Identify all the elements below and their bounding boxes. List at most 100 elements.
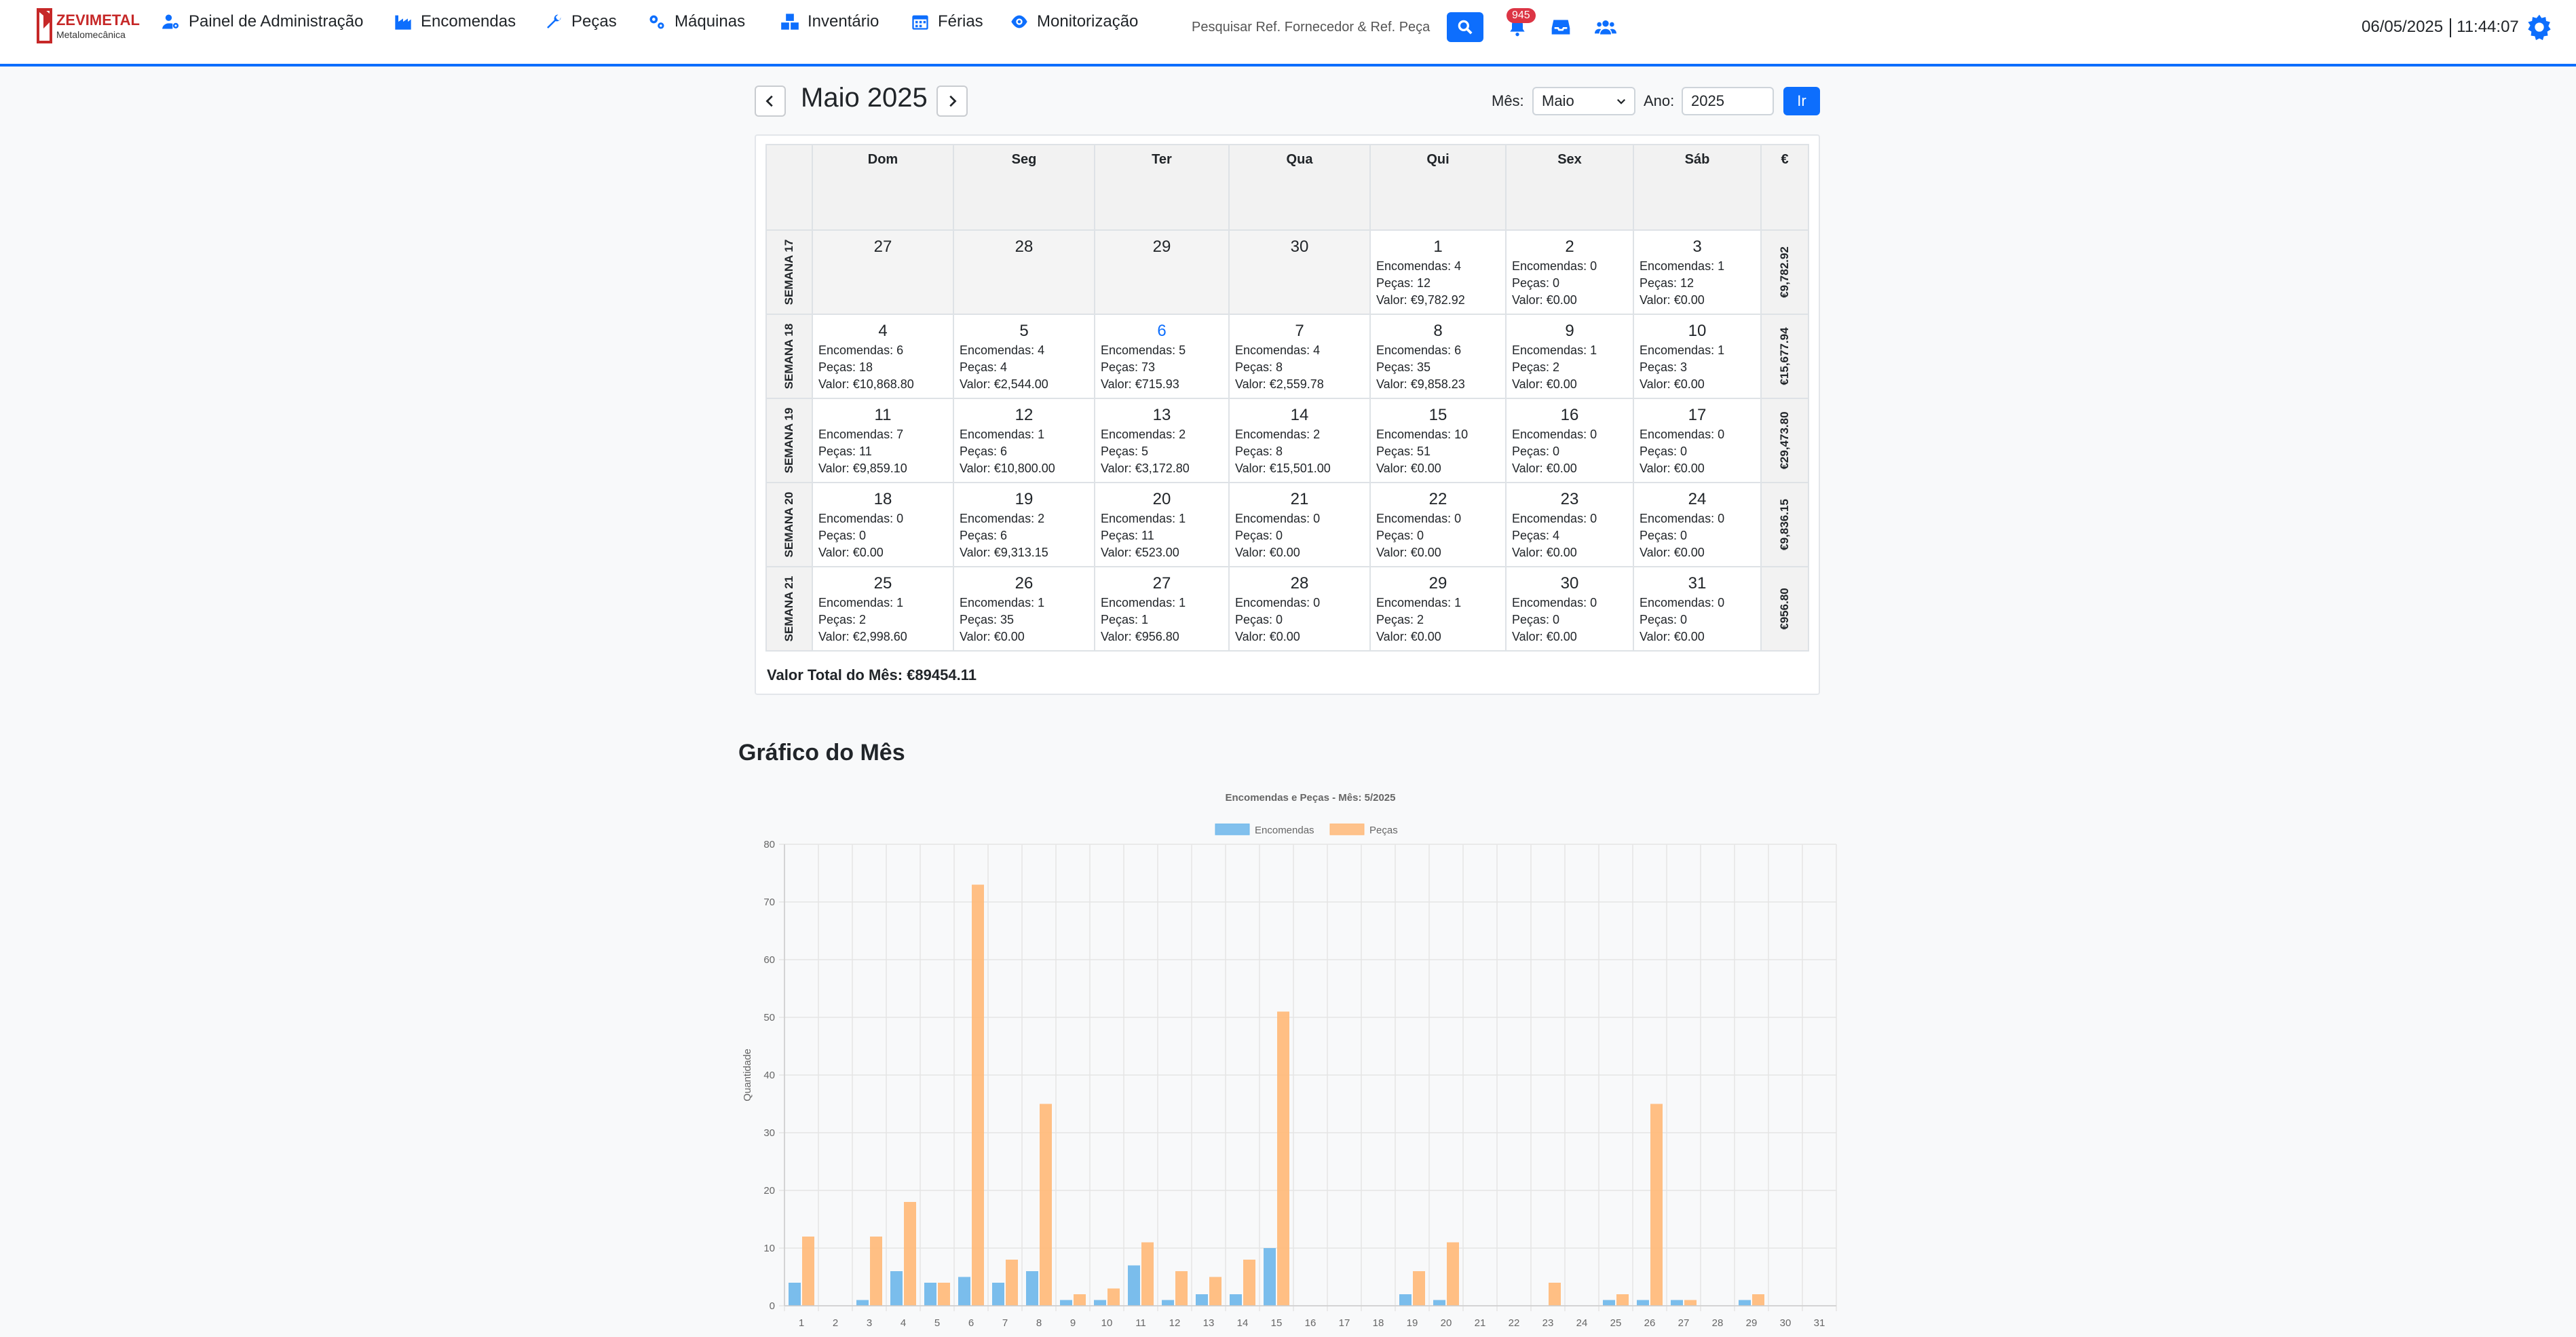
stat-value: €0.00 xyxy=(1546,546,1577,559)
stat-label: Encomendas: xyxy=(1640,343,1715,357)
nav-monitoring[interactable]: Monitorização xyxy=(1010,10,1138,34)
calendar-day-cell[interactable]: 29 xyxy=(1094,229,1230,315)
inbox-button[interactable] xyxy=(1547,14,1574,41)
day-value: Valor: €0.00 xyxy=(1507,292,1633,309)
calendar-day-cell[interactable]: 28 Encomendas: 0 Peças: 0 Valor: €0.00 xyxy=(1228,566,1371,652)
stat-label: Peças: xyxy=(1376,276,1414,290)
day-value: Valor: €9,313.15 xyxy=(954,544,1094,561)
calendar-day-cell[interactable]: 3 Encomendas: 1 Peças: 12 Valor: €0.00 xyxy=(1633,229,1762,315)
calendar-day-cell[interactable]: 29 Encomendas: 1 Peças: 2 Valor: €0.00 xyxy=(1369,566,1507,652)
calendar-day-cell[interactable]: 4 Encomendas: 6 Peças: 18 Valor: €10,868.80 xyxy=(812,314,954,399)
x-tick-label: 6 xyxy=(968,1317,974,1329)
stat-label: Encomendas: xyxy=(1101,596,1176,609)
nav-admin-panel[interactable]: Painel de Administração xyxy=(162,10,363,34)
calendar-day-cell[interactable]: 21 Encomendas: 0 Peças: 0 Valor: €0.00 xyxy=(1228,482,1371,567)
day-number: 18 xyxy=(873,490,892,508)
calendar-day-cell[interactable]: 26 Encomendas: 1 Peças: 35 Valor: €0.00 xyxy=(953,566,1095,652)
calendar-day-cell[interactable]: 13 Encomendas: 2 Peças: 5 Valor: €3,172.80 xyxy=(1094,398,1230,483)
calendar-day-cell[interactable]: 20 Encomendas: 1 Peças: 11 Valor: €523.00 xyxy=(1094,482,1230,567)
calendar-day-cell[interactable]: 2 Encomendas: 0 Peças: 0 Valor: €0.00 xyxy=(1505,229,1634,315)
users-icon xyxy=(1595,20,1616,35)
stat-label: Encomendas: xyxy=(1376,343,1452,357)
calendar-day-cell[interactable]: 16 Encomendas: 0 Peças: 0 Valor: €0.00 xyxy=(1505,398,1634,483)
stat-value: €9,858.23 xyxy=(1410,377,1465,391)
stat-label: Peças: xyxy=(1235,445,1273,458)
legend-label: Encomendas xyxy=(1255,825,1314,836)
calendar-day-cell[interactable]: 8 Encomendas: 6 Peças: 35 Valor: €9,858.23 xyxy=(1369,314,1507,399)
calendar-day-cell[interactable]: 24 Encomendas: 0 Peças: 0 Valor: €0.00 xyxy=(1633,482,1762,567)
chart-title: Encomendas e Peças - Mês: 5/2025 xyxy=(1226,792,1396,804)
nav-machines[interactable]: Máquinas xyxy=(647,10,745,34)
calendar-day-cell[interactable]: 15 Encomendas: 10 Peças: 51 Valor: €0.00 xyxy=(1369,398,1507,483)
calendar-day-cell[interactable]: 17 Encomendas: 0 Peças: 0 Valor: €0.00 xyxy=(1633,398,1762,483)
calendar-day-cell[interactable]: 25 Encomendas: 1 Peças: 2 Valor: €2,998.60 xyxy=(812,566,954,652)
day-pieces: Peças: 0 xyxy=(1634,611,1760,628)
calendar-day-cell[interactable]: 7 Encomendas: 4 Peças: 8 Valor: €2,559.78 xyxy=(1228,314,1371,399)
next-month-button[interactable] xyxy=(936,86,968,117)
week-total-cell: €9,782.92 xyxy=(1760,229,1809,315)
calendar-day-cell[interactable]: 5 Encomendas: 4 Peças: 4 Valor: €2,544.00 xyxy=(953,314,1095,399)
stat-label: Peças: xyxy=(960,445,998,458)
stat-label: Encomendas: xyxy=(1512,512,1587,525)
company-logo[interactable]: ZEVIMETAL Metalomecânica xyxy=(37,8,140,43)
day-orders: Encomendas: 0 xyxy=(1634,510,1760,527)
calendar-day-cell[interactable]: 28 xyxy=(953,229,1095,315)
calendar-day-cell[interactable]: 12 Encomendas: 1 Peças: 6 Valor: €10,800.00 xyxy=(953,398,1095,483)
x-tick-label: 27 xyxy=(1678,1317,1690,1329)
calendar-day-cell[interactable]: 31 Encomendas: 0 Peças: 0 Valor: €0.00 xyxy=(1633,566,1762,652)
nav-vacations[interactable]: Férias xyxy=(911,10,983,34)
calendar-day-cell[interactable]: 9 Encomendas: 1 Peças: 2 Valor: €0.00 xyxy=(1505,314,1634,399)
calendar-table: Dom Seg Ter Qua Qui Sex Sáb € SEMANA 17 2… xyxy=(765,144,1809,652)
nav-parts[interactable]: Peças xyxy=(544,10,617,34)
day-number: 1 xyxy=(1433,238,1443,256)
calendar-day-cell[interactable]: 27 Encomendas: 1 Peças: 1 Valor: €956.80 xyxy=(1094,566,1230,652)
calendar-day-cell[interactable]: 11 Encomendas: 7 Peças: 11 Valor: €9,859.10 xyxy=(812,398,954,483)
settings-button[interactable] xyxy=(2526,14,2553,41)
stat-label: Encomendas: xyxy=(1376,512,1452,525)
calendar-day-cell[interactable]: 23 Encomendas: 0 Peças: 4 Valor: €0.00 xyxy=(1505,482,1634,567)
calendar-day-cell[interactable]: 27 xyxy=(812,229,954,315)
go-button[interactable]: Ir xyxy=(1783,87,1820,115)
calendar-day-cell[interactable]: 30 xyxy=(1228,229,1371,315)
calendar-week-row: SEMANA 17 27 28 29 30 1 Encomendas: 4 Peças: 12… xyxy=(765,229,1809,315)
bar-peas xyxy=(1107,1288,1120,1306)
day-pieces: Peças: 0 xyxy=(813,527,953,544)
y-tick-label: 10 xyxy=(763,1243,775,1254)
prev-month-button[interactable] xyxy=(755,86,786,117)
day-number: 31 xyxy=(1688,574,1707,592)
week-label-cell: SEMANA 21 xyxy=(765,566,813,652)
stat-value: 7 xyxy=(896,428,904,441)
stat-value: 0 xyxy=(1313,596,1321,609)
stat-value: 0 xyxy=(1590,259,1597,273)
search-input[interactable] xyxy=(1189,14,1440,41)
calendar-day-cell[interactable]: 14 Encomendas: 2 Peças: 8 Valor: €15,501.00 xyxy=(1228,398,1371,483)
stat-value: €2,544.00 xyxy=(993,377,1048,391)
stat-label: Encomendas: xyxy=(1640,259,1715,273)
bar-encomendas xyxy=(924,1283,936,1306)
day-orders: Encomendas: 6 xyxy=(1371,342,1505,359)
year-input[interactable] xyxy=(1682,87,1774,115)
stat-label: Encomendas: xyxy=(1376,259,1452,273)
nav-inventory[interactable]: Inventário xyxy=(780,10,879,34)
calendar-card: Dom Seg Ter Qua Qui Sex Sáb € SEMANA 17 2… xyxy=(755,134,1820,695)
calendar-day-cell[interactable]: 30 Encomendas: 0 Peças: 0 Valor: €0.00 xyxy=(1505,566,1634,652)
x-tick-label: 12 xyxy=(1169,1317,1181,1329)
x-tick-label: 22 xyxy=(1509,1317,1520,1329)
calendar-day-cell[interactable]: 1 Encomendas: 4 Peças: 12 Valor: €9,782.92 xyxy=(1369,229,1507,315)
calendar-day-cell[interactable]: 18 Encomendas: 0 Peças: 0 Valor: €0.00 xyxy=(812,482,954,567)
calendar-day-cell[interactable]: 19 Encomendas: 2 Peças: 6 Valor: €9,313.15 xyxy=(953,482,1095,567)
day-number: 17 xyxy=(1688,406,1707,424)
search-button[interactable] xyxy=(1447,12,1483,42)
current-date: 06/05/2025 xyxy=(2362,18,2444,36)
day-orders: Encomendas: 1 xyxy=(1095,595,1228,611)
stat-label: Valor: xyxy=(1235,546,1266,559)
calendar-day-cell[interactable]: 22 Encomendas: 0 Peças: 0 Valor: €0.00 xyxy=(1369,482,1507,567)
month-select[interactable]: Maio xyxy=(1532,87,1635,115)
stat-label: Valor: xyxy=(1376,377,1407,391)
users-button[interactable] xyxy=(1592,14,1619,41)
calendar-week-row: SEMANA 19 11 Encomendas: 7 Peças: 11 Valor: … xyxy=(765,398,1809,483)
calendar-day-cell[interactable]: 6 Encomendas: 5 Peças: 73 Valor: €715.93 xyxy=(1094,314,1230,399)
x-tick-label: 24 xyxy=(1576,1317,1588,1329)
nav-orders[interactable]: Encomendas xyxy=(394,10,516,34)
calendar-day-cell[interactable]: 10 Encomendas: 1 Peças: 3 Valor: €0.00 xyxy=(1633,314,1762,399)
